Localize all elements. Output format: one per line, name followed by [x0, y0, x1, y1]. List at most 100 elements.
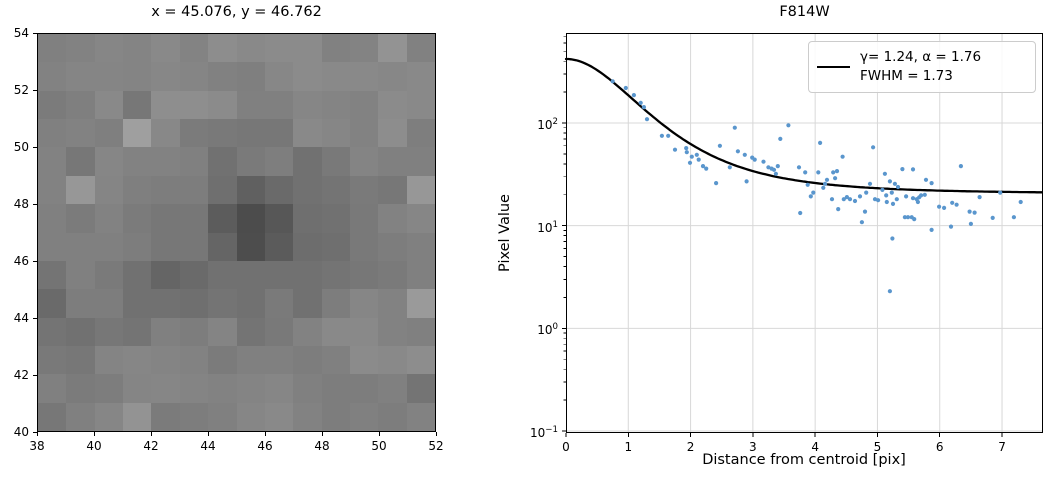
pixel-cell	[38, 232, 67, 261]
pixel-cell	[66, 317, 95, 346]
pixel-cell	[94, 402, 124, 431]
pixel-cell	[208, 260, 237, 290]
pixel-cell	[236, 317, 265, 346]
pixel-cell	[123, 232, 152, 261]
scatter-point	[623, 85, 628, 91]
scatter-point	[894, 197, 899, 202]
pixel-cell	[293, 402, 322, 431]
scatter-point	[929, 181, 934, 186]
pixel-cell	[349, 175, 379, 205]
scatter-point	[862, 209, 868, 214]
x-tick-mark	[264, 432, 266, 436]
pixel-cell	[293, 34, 322, 63]
pixel-cell	[179, 204, 209, 233]
pixel-cell	[406, 402, 435, 431]
pixel-cell	[38, 119, 67, 148]
x-tick-mark	[378, 432, 380, 436]
pixel-cell	[264, 90, 294, 120]
pixel-cell	[321, 34, 350, 63]
scatter-point	[798, 210, 803, 216]
pixel-cell	[179, 317, 209, 346]
scatter-point	[876, 198, 881, 203]
scatter-point	[684, 146, 689, 151]
pixel-cell	[179, 34, 209, 63]
scatter-point	[919, 193, 924, 198]
pixel-cell	[349, 147, 379, 176]
pixel-cell	[179, 119, 209, 148]
x-axis-label: Distance from centroid [pix]	[702, 452, 906, 468]
pixel-cell	[293, 345, 322, 375]
y-tick-label: 10−1	[530, 425, 558, 440]
scatter-point	[684, 150, 689, 155]
pixel-cell	[349, 90, 379, 120]
pixel-cell	[349, 204, 379, 233]
pixel-cell	[123, 175, 152, 205]
pixel-cell	[406, 147, 435, 176]
pixel-cell	[94, 260, 124, 290]
scatter-point	[833, 176, 838, 181]
scatter-point	[884, 193, 889, 198]
scatter-point	[895, 184, 901, 190]
y-tick-label: 100	[537, 322, 558, 338]
pixel-cell	[66, 402, 95, 431]
pixel-cell	[349, 260, 379, 290]
pixel-cell	[179, 90, 209, 120]
pixel-cell	[264, 62, 294, 91]
scatter-point	[834, 169, 840, 174]
scatter-point	[910, 196, 916, 201]
scatter-point	[805, 182, 810, 187]
x-tick-mark	[93, 432, 95, 436]
scatter-point	[950, 200, 955, 205]
scatter-point	[761, 159, 766, 164]
pixel-cell	[38, 345, 67, 375]
pixel-cell	[151, 345, 180, 375]
pixel-cell	[236, 175, 265, 205]
pixel-cell	[208, 147, 237, 176]
pixel-cell	[94, 62, 124, 91]
scatter-point	[829, 197, 835, 202]
pixel-cell	[349, 345, 379, 375]
scatter-point	[689, 154, 694, 159]
pixel-cell	[151, 175, 180, 205]
pixel-cell	[378, 345, 407, 375]
x-tick-label: 52	[428, 439, 444, 453]
pixel-cell	[151, 147, 180, 176]
pixel-cell	[66, 90, 95, 120]
x-tick-label: 6	[935, 440, 944, 454]
pixel-cell	[151, 62, 180, 91]
y-tick-mark	[33, 260, 37, 262]
pixel-cell	[406, 260, 435, 290]
scatter-point	[694, 152, 699, 157]
scatter-point	[884, 199, 889, 205]
pixel-cell	[66, 232, 95, 261]
x-tick-label: 50	[371, 439, 387, 453]
scatter-point	[752, 157, 757, 162]
pixel-cell	[349, 34, 379, 63]
pixel-cell	[208, 204, 237, 233]
pixel-cell	[321, 204, 350, 233]
pixel-cell	[151, 374, 180, 403]
pixel-cell	[236, 62, 265, 91]
scatter-point	[937, 204, 942, 209]
pixel-cell	[66, 289, 95, 318]
pixel-cell	[378, 260, 407, 290]
pixel-cell	[349, 232, 379, 261]
x-tick-label: 4	[811, 440, 819, 454]
scatter-point	[818, 140, 823, 145]
x-tick-label: 42	[143, 439, 159, 453]
scatter-point	[775, 164, 780, 169]
x-tick-label: 3	[749, 440, 757, 454]
pixel-cell	[378, 175, 407, 205]
pixel-cell	[236, 260, 265, 290]
y-tick-mark	[33, 317, 37, 319]
scatter-point	[968, 221, 974, 226]
scatter-point	[967, 209, 972, 214]
pixel-cell	[94, 175, 124, 205]
pixel-cell	[94, 90, 124, 120]
pixel-cell	[66, 119, 95, 148]
pixel-cell	[236, 119, 265, 148]
scatter-point	[717, 143, 723, 148]
scatter-point	[864, 190, 869, 195]
y-tick-mark	[33, 89, 37, 91]
pixel-cell	[378, 119, 407, 148]
